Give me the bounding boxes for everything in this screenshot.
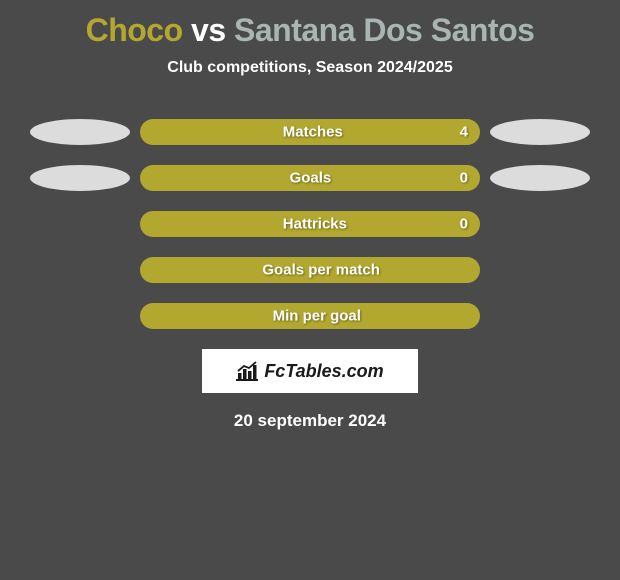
subtitle: Club competitions, Season 2024/2025 bbox=[0, 59, 620, 77]
left-spacer bbox=[30, 211, 130, 237]
bar-value: 0 bbox=[460, 170, 468, 187]
bar-label: Min per goal bbox=[273, 308, 361, 325]
stat-row: Min per goal bbox=[0, 303, 620, 329]
vs-text: vs bbox=[191, 12, 226, 48]
stat-bar: Goals per match bbox=[140, 257, 480, 283]
date-text: 20 september 2024 bbox=[0, 411, 620, 431]
right-ellipse bbox=[490, 165, 590, 191]
bar-label: Goals bbox=[290, 170, 332, 187]
bar-value: 0 bbox=[460, 216, 468, 233]
right-spacer bbox=[490, 303, 590, 329]
player1-name: Choco bbox=[86, 12, 183, 48]
right-spacer bbox=[490, 211, 590, 237]
stat-row: Goals 0 bbox=[0, 165, 620, 191]
right-spacer bbox=[490, 257, 590, 283]
logo-text: FcTables.com bbox=[264, 361, 383, 382]
bar-label: Goals per match bbox=[262, 262, 380, 279]
left-ellipse bbox=[30, 119, 130, 145]
left-ellipse bbox=[30, 165, 130, 191]
bar-label: Hattricks bbox=[283, 216, 347, 233]
stat-row: Goals per match bbox=[0, 257, 620, 283]
stat-row: Hattricks 0 bbox=[0, 211, 620, 237]
stat-row: Matches 4 bbox=[0, 119, 620, 145]
stats-container: Matches 4 Goals 0 Hattricks 0 Goals per match M… bbox=[0, 119, 620, 329]
bar-value: 4 bbox=[460, 124, 468, 141]
bar-label: Matches bbox=[283, 124, 343, 141]
left-spacer bbox=[30, 257, 130, 283]
stat-bar: Hattricks 0 bbox=[140, 211, 480, 237]
logo-box: FcTables.com bbox=[202, 349, 418, 393]
right-ellipse bbox=[490, 119, 590, 145]
stat-bar: Goals 0 bbox=[140, 165, 480, 191]
chart-icon bbox=[236, 361, 258, 381]
stat-bar: Min per goal bbox=[140, 303, 480, 329]
stat-bar: Matches 4 bbox=[140, 119, 480, 145]
page-title: Choco vs Santana Dos Santos bbox=[0, 0, 620, 49]
left-spacer bbox=[30, 303, 130, 329]
player2-name: Santana Dos Santos bbox=[234, 12, 534, 48]
